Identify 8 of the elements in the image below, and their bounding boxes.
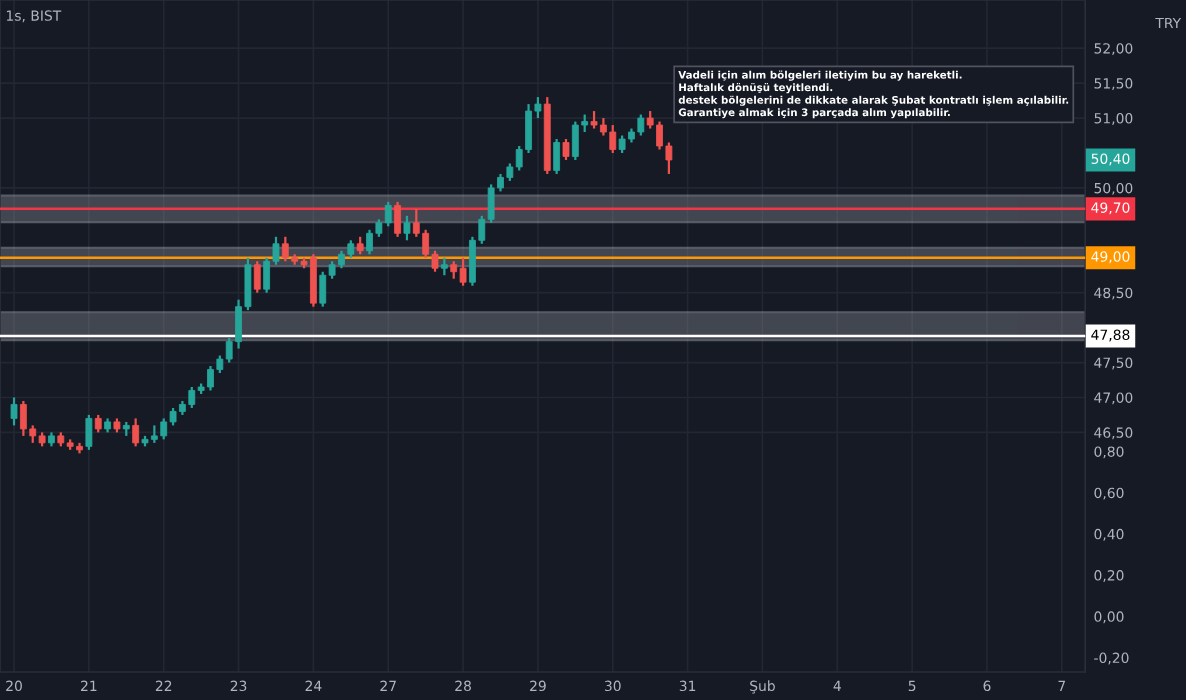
candlestick bbox=[10, 396, 18, 427]
candlestick bbox=[394, 200, 401, 238]
candlestick bbox=[85, 413, 93, 451]
candlestick bbox=[553, 137, 561, 176]
candlestick bbox=[403, 214, 411, 242]
candlestick bbox=[132, 417, 140, 448]
candlestick bbox=[253, 260, 261, 294]
candlestick bbox=[562, 137, 570, 162]
